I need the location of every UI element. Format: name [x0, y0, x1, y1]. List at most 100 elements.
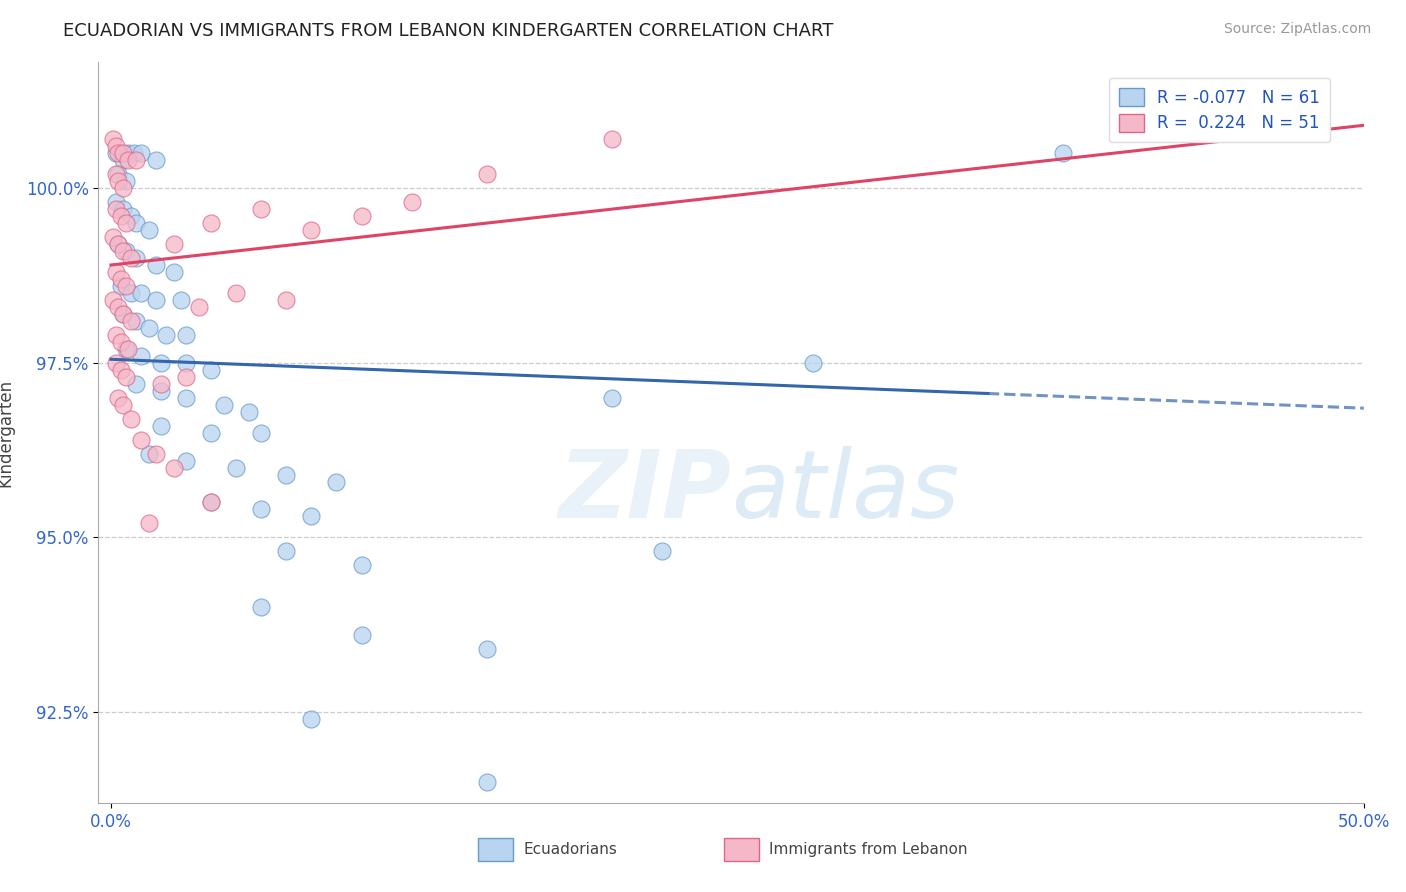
Point: [401, 195, 423, 210]
Point: [115, 244, 138, 258]
Point: [125, 251, 148, 265]
Point: [276, 293, 298, 307]
Point: [125, 216, 148, 230]
Point: [187, 300, 209, 314]
Point: [162, 265, 184, 279]
Point: [115, 279, 138, 293]
Point: [115, 369, 138, 384]
Text: Source: ZipAtlas.com: Source: ZipAtlas.com: [1223, 22, 1371, 37]
Point: [122, 146, 145, 161]
Point: [104, 202, 127, 216]
Point: [104, 327, 127, 342]
Point: [103, 293, 125, 307]
Point: [600, 391, 623, 405]
Y-axis label: Kindergarten: Kindergarten: [0, 378, 14, 487]
Text: atlas: atlas: [731, 446, 959, 537]
Point: [117, 153, 139, 168]
Point: [138, 223, 160, 237]
Point: [125, 153, 148, 168]
Point: [350, 209, 373, 223]
Point: [170, 293, 193, 307]
Point: [200, 495, 222, 509]
Text: ECUADORIAN VS IMMIGRANTS FROM LEBANON KINDERGARTEN CORRELATION CHART: ECUADORIAN VS IMMIGRANTS FROM LEBANON KI…: [63, 22, 834, 40]
Point: [129, 146, 152, 161]
Point: [276, 467, 298, 482]
Point: [115, 174, 138, 188]
Point: [112, 307, 135, 321]
Point: [120, 411, 142, 425]
Point: [174, 327, 197, 342]
Point: [110, 279, 132, 293]
Point: [103, 230, 125, 244]
Point: [112, 202, 135, 216]
Point: [138, 516, 160, 531]
Legend: R = -0.077   N = 61, R =  0.224   N = 51: R = -0.077 N = 61, R = 0.224 N = 51: [1109, 78, 1330, 142]
Point: [225, 460, 247, 475]
Point: [299, 712, 322, 726]
Point: [155, 327, 177, 342]
Point: [200, 425, 222, 440]
Point: [250, 502, 273, 516]
Point: [325, 475, 347, 489]
Point: [651, 544, 673, 558]
Text: Ecuadorians: Ecuadorians: [523, 842, 617, 856]
Point: [104, 195, 127, 210]
Point: [145, 153, 167, 168]
Point: [110, 363, 132, 377]
Point: [107, 174, 129, 188]
Point: [250, 425, 273, 440]
Point: [115, 216, 138, 230]
Point: [129, 285, 152, 300]
Point: [276, 544, 298, 558]
Point: [600, 132, 623, 146]
Point: [200, 363, 222, 377]
Point: [110, 272, 132, 286]
Point: [174, 391, 197, 405]
Point: [801, 356, 824, 370]
Point: [145, 258, 167, 272]
Point: [107, 237, 129, 252]
Point: [112, 153, 135, 168]
Point: [162, 460, 184, 475]
Point: [174, 369, 197, 384]
Point: [299, 509, 322, 524]
Point: [110, 209, 132, 223]
Point: [112, 244, 135, 258]
Point: [138, 446, 160, 460]
Point: [107, 146, 129, 161]
Point: [129, 433, 152, 447]
Point: [250, 600, 273, 615]
Point: [174, 356, 197, 370]
Point: [299, 223, 322, 237]
Point: [107, 237, 129, 252]
Point: [150, 376, 173, 391]
Point: [120, 314, 142, 328]
Point: [112, 307, 135, 321]
Point: [104, 139, 127, 153]
Point: [225, 285, 247, 300]
Point: [1052, 146, 1074, 161]
Point: [238, 405, 260, 419]
Point: [138, 321, 160, 335]
Point: [129, 349, 152, 363]
Point: [150, 356, 173, 370]
Point: [107, 300, 129, 314]
Point: [125, 376, 148, 391]
Point: [117, 146, 139, 161]
Point: [110, 334, 132, 349]
Point: [150, 384, 173, 398]
Point: [250, 202, 273, 216]
Point: [104, 356, 127, 370]
Point: [200, 495, 222, 509]
Point: [1227, 125, 1250, 139]
Point: [103, 132, 125, 146]
Point: [174, 453, 197, 467]
Text: Immigrants from Lebanon: Immigrants from Lebanon: [769, 842, 967, 856]
Point: [120, 209, 142, 223]
Point: [107, 167, 129, 181]
Point: [350, 628, 373, 642]
Point: [104, 167, 127, 181]
Point: [110, 146, 132, 161]
Point: [112, 146, 135, 161]
Point: [145, 293, 167, 307]
